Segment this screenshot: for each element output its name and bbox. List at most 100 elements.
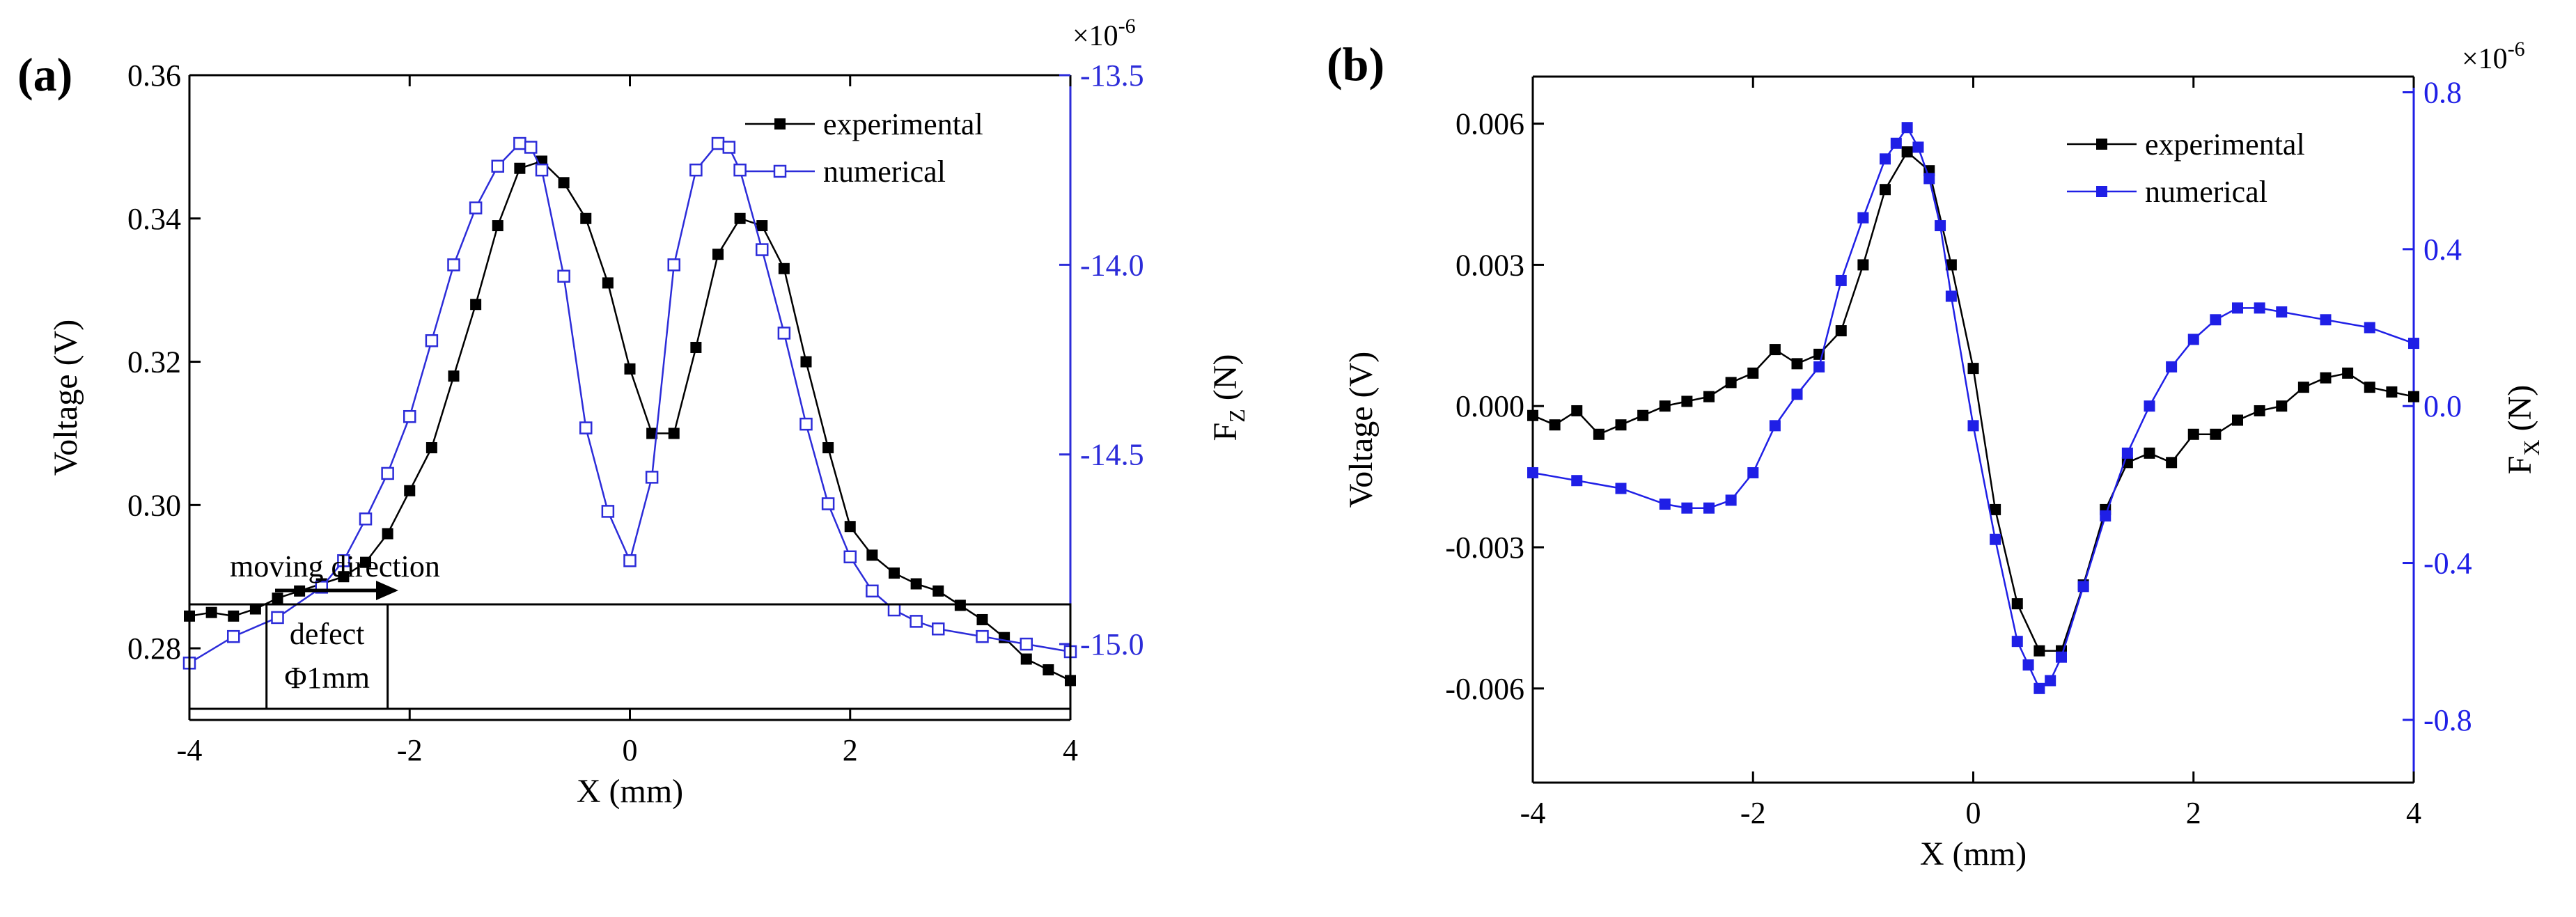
data-point-experimental-b (2386, 386, 2398, 398)
moving-direction-label: moving direction (230, 549, 440, 583)
defect-label: defect (290, 617, 364, 651)
y-left-tick-label-b: -0.006 (1445, 672, 1524, 706)
legend-marker-experimental-a (774, 118, 786, 130)
data-point-experimental-b (1967, 363, 1979, 375)
data-point-numerical-a (403, 409, 416, 423)
data-point-numerical-b (1923, 173, 1935, 185)
legend-marker-experimental-b (2096, 139, 2107, 150)
data-point-numerical-a (976, 629, 989, 643)
data-point-numerical-b (2187, 334, 2199, 345)
data-point-experimental-a (228, 610, 240, 622)
x-tick-label-a: -2 (397, 733, 423, 767)
data-point-numerical-b (1659, 499, 1671, 510)
data-point-experimental-b (1637, 409, 1649, 421)
y-left-tick-label-b: 0.003 (1455, 248, 1524, 282)
data-point-experimental-a (889, 567, 900, 579)
data-point-numerical-b (1769, 420, 1781, 432)
data-point-experimental-a (800, 356, 812, 368)
chart-panel-a: -4 -2 0 2 4 0.28 0.30 0.32 0.34 0.36 -15.0 -14.5 -14… (47, 15, 1249, 810)
data-point-experimental-b (1593, 428, 1605, 440)
data-point-experimental-b (2320, 372, 2332, 384)
y-right-axis-label-b: FX (N) (2501, 385, 2544, 474)
data-point-numerical-b (1967, 420, 1979, 432)
data-point-experimental-b (1791, 358, 1803, 370)
data-point-experimental-b (1901, 146, 1913, 158)
x-tick-label-b: -4 (1520, 796, 1546, 830)
y-right-tick-label-b: 0.4 (2423, 233, 2462, 267)
data-point-numerical-b (2034, 682, 2045, 694)
data-point-experimental-a (646, 428, 658, 439)
data-point-experimental-b (1703, 391, 1715, 402)
data-point-experimental-b (2297, 382, 2309, 393)
data-point-experimental-b (2166, 457, 2178, 469)
data-point-numerical-a (271, 611, 284, 625)
data-point-numerical-a (535, 163, 549, 177)
data-point-numerical-b (2121, 447, 2133, 459)
data-point-experimental-b (1725, 377, 1737, 389)
data-point-numerical-b (1835, 274, 1847, 286)
data-point-experimental-a (470, 299, 482, 311)
y-right-tick-label-a: -13.5 (1080, 58, 1144, 93)
data-point-experimental-a (338, 571, 350, 583)
data-point-experimental-b (1880, 184, 1891, 196)
y-right-tick-label-a: -15.0 (1080, 627, 1144, 661)
y-left-axis-label-b: Voltage (V) (1343, 352, 1380, 508)
data-point-numerical-b (2254, 302, 2265, 314)
data-point-numerical-b (1880, 153, 1891, 165)
data-point-experimental-a (932, 585, 944, 597)
data-point-numerical-b (2022, 659, 2034, 671)
y-left-tick-label-a: 0.30 (127, 488, 181, 522)
data-point-experimental-b (1549, 419, 1561, 431)
defect-size-label: Φ1mm (284, 661, 370, 695)
data-point-numerical-b (1813, 361, 1825, 373)
data-point-numerical-b (2056, 651, 2067, 663)
right-axis-multiplier-a: ×10-6 (1072, 15, 1136, 52)
data-point-numerical-a (623, 554, 637, 567)
data-point-numerical-b (1935, 220, 1946, 232)
data-point-experimental-a (690, 341, 702, 353)
data-point-numerical-a (667, 258, 680, 272)
x-tick-label-b: 2 (2186, 796, 2201, 830)
data-point-numerical-a (711, 136, 725, 150)
data-point-experimental-a (910, 578, 922, 590)
data-point-numerical-b (1990, 533, 2001, 545)
data-point-numerical-b (2408, 338, 2419, 350)
data-point-numerical-a (910, 615, 923, 628)
data-point-numerical-b (1615, 483, 1627, 494)
data-point-experimental-b (1659, 400, 1671, 412)
panel-label-a: (a) (17, 48, 72, 101)
legend-label-experimental-b: experimental (2145, 127, 2305, 162)
y-left-tick-label-a: 0.34 (127, 202, 181, 236)
data-point-experimental-a (712, 249, 724, 260)
x-tick-label-a: 2 (843, 733, 858, 767)
data-point-numerical-b (2100, 510, 2111, 522)
data-point-experimental-a (360, 556, 371, 568)
y-right-tick-label-a: -14.0 (1080, 248, 1144, 282)
y-left-axis-label-a: Voltage (V) (47, 320, 84, 476)
data-point-numerical-b (2364, 322, 2375, 334)
data-point-numerical-a (491, 159, 504, 173)
data-point-numerical-b (2210, 314, 2222, 326)
data-point-numerical-a (821, 497, 835, 510)
data-point-experimental-b (1945, 259, 1957, 271)
data-point-numerical-b (1571, 475, 1583, 487)
data-point-experimental-a (492, 220, 504, 232)
data-point-numerical-b (2077, 581, 2089, 593)
data-point-numerical-b (2011, 636, 2023, 648)
data-point-experimental-b (2364, 382, 2375, 393)
data-point-experimental-b (1990, 503, 2001, 515)
data-point-numerical-a (843, 550, 857, 564)
legend-label-numerical-b: numerical (2145, 175, 2267, 209)
data-point-numerical-a (425, 334, 439, 347)
data-point-experimental-a (205, 606, 217, 618)
data-point-numerical-b (1681, 502, 1693, 514)
data-point-numerical-b (1703, 502, 1715, 514)
data-point-experimental-a (404, 485, 416, 496)
data-point-experimental-b (2011, 598, 2023, 610)
data-point-numerical-a (645, 471, 659, 484)
data-point-experimental-a (382, 528, 393, 540)
right-axis-multiplier-b: ×10-6 (2462, 38, 2525, 75)
legend-marker-numerical-a (773, 164, 787, 178)
data-point-numerical-b (2144, 400, 2155, 412)
